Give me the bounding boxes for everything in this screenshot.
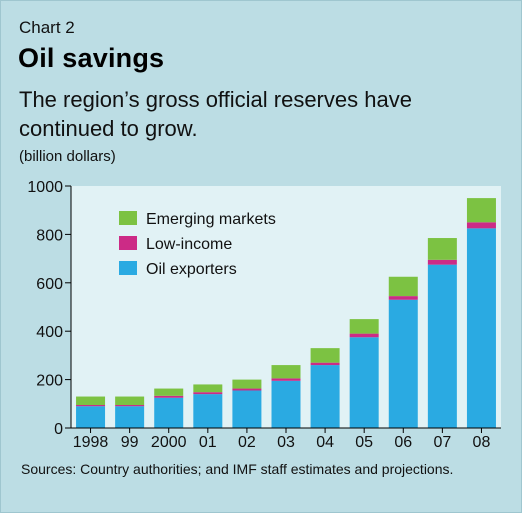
bar-oil-exporters: [310, 365, 340, 428]
bar-emerging-markets: [193, 384, 223, 393]
bar-low-income: [271, 378, 301, 381]
bar-low-income: [388, 296, 418, 300]
bar-oil-exporters: [193, 394, 223, 428]
chart-subtitle: The region’s gross official reserves hav…: [19, 87, 412, 141]
x-tick-label: 02: [238, 434, 256, 451]
bar-oil-exporters: [271, 380, 301, 428]
y-tick-label: 1000: [27, 179, 63, 196]
y-tick-label: 0: [54, 421, 63, 438]
bar-emerging-markets: [388, 276, 418, 297]
bar-low-income: [310, 362, 340, 366]
chart-number-label: Chart 2: [19, 18, 75, 37]
bar-low-income: [76, 405, 106, 407]
y-tick-label: 400: [36, 324, 63, 341]
bar-oil-exporters: [232, 390, 262, 428]
source-note: Sources: Country authorities; and IMF st…: [21, 461, 454, 477]
x-tick-label: 01: [199, 434, 217, 451]
x-tick-label: 03: [277, 434, 295, 451]
x-tick-label: 2000: [151, 434, 187, 451]
bar-oil-exporters: [427, 264, 457, 428]
unit-label: (billion dollars): [19, 148, 116, 165]
legend-swatch-emerging-markets: [119, 211, 137, 225]
bar-emerging-markets: [427, 238, 457, 260]
bar-emerging-markets: [115, 396, 145, 406]
x-tick-label: 06: [394, 434, 412, 451]
bar-emerging-markets: [271, 365, 301, 379]
x-tick-label: 99: [121, 434, 139, 451]
bar-oil-exporters: [388, 299, 418, 428]
bar-emerging-markets: [154, 388, 184, 396]
x-tick-label: 08: [473, 434, 491, 451]
bar-emerging-markets: [310, 348, 340, 363]
legend-label-low-income: Low-income: [146, 236, 232, 253]
y-tick-label: 200: [36, 373, 63, 390]
x-tick-label: 04: [316, 434, 334, 451]
legend-label-oil-exporters: Oil exporters: [146, 261, 237, 278]
bar-emerging-markets: [466, 198, 496, 223]
x-tick-label: 07: [433, 434, 451, 451]
y-tick-label: 600: [36, 276, 63, 293]
bar-emerging-markets: [76, 396, 106, 406]
bar-low-income: [349, 333, 379, 338]
bar-emerging-markets: [232, 379, 262, 389]
bar-oil-exporters: [76, 406, 106, 428]
y-tick-label: 800: [36, 227, 63, 244]
bar-oil-exporters: [349, 337, 379, 428]
legend-label-emerging-markets: Emerging markets: [146, 211, 276, 228]
x-tick-label: 1998: [73, 434, 109, 451]
x-tick-label: 05: [355, 434, 373, 451]
bar-oil-exporters: [115, 406, 145, 428]
bar-emerging-markets: [349, 319, 379, 334]
chart-title: Oil savings: [18, 43, 165, 73]
bar-low-income: [193, 392, 223, 395]
bar-low-income: [154, 395, 184, 398]
bar-oil-exporters: [154, 397, 184, 428]
bar-low-income: [115, 405, 145, 407]
bar-oil-exporters: [466, 228, 496, 428]
legend-swatch-low-income: [119, 236, 137, 250]
legend-swatch-oil-exporters: [119, 261, 137, 275]
bar-low-income: [427, 259, 457, 265]
bar-low-income: [466, 222, 496, 229]
bar-low-income: [232, 388, 262, 391]
